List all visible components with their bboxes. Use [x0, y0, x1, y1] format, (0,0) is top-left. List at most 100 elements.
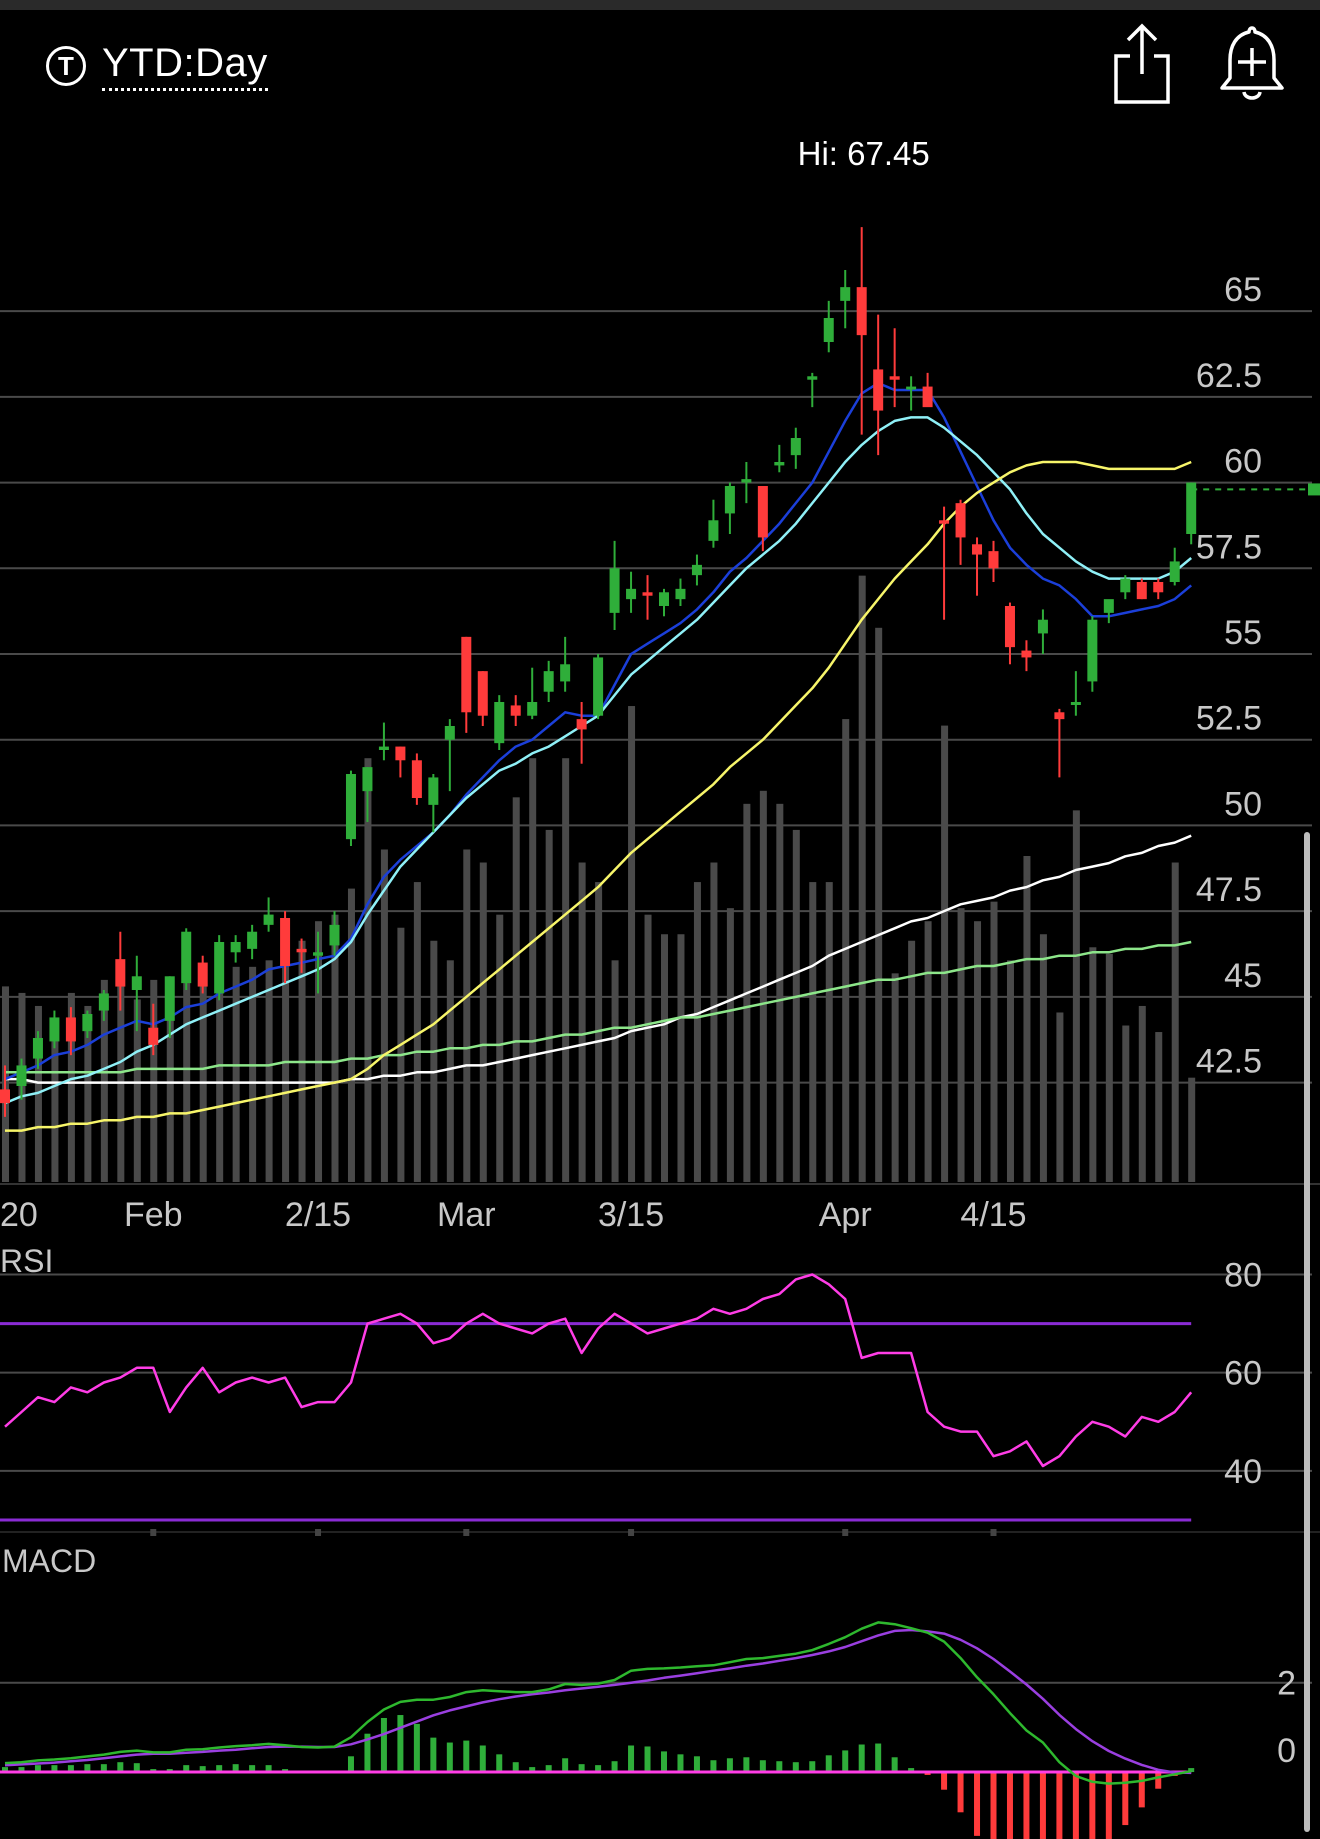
volume-bar [265, 960, 273, 1182]
macd-histogram-bar [1056, 1772, 1063, 1839]
volume-bar [858, 575, 866, 1182]
volume-bar [150, 979, 158, 1182]
status-divider [0, 0, 1320, 10]
volume-bar [578, 862, 586, 1182]
moving-average-line [5, 940, 1192, 1074]
candle-body [263, 914, 274, 925]
candle-body [49, 1017, 60, 1042]
volume-bar [347, 888, 355, 1182]
volume-bar [331, 914, 339, 1182]
volume-bar [1188, 1077, 1196, 1182]
candle-body [593, 657, 604, 716]
bell-plus-icon [1220, 26, 1284, 100]
macd-histogram-bar [529, 1767, 536, 1773]
macd-histogram-bar [957, 1772, 964, 1813]
macd-histogram-bar [677, 1754, 684, 1773]
price-tick-label: 45 [1224, 957, 1262, 995]
volume-bar [100, 979, 108, 1182]
macd-histogram-bar [1039, 1772, 1046, 1839]
volume-bar [529, 758, 537, 1182]
volume-bar [842, 719, 850, 1182]
candle-body [1153, 582, 1164, 593]
macd-histogram-bar [1105, 1772, 1112, 1839]
macd-histogram-bar [1138, 1772, 1145, 1808]
top-toolbar: T YTD:Day [0, 0, 1320, 110]
candle-body [1186, 482, 1197, 534]
macd-histogram-bar [759, 1760, 766, 1773]
volume-bar [413, 882, 421, 1182]
x-axis-tick-mark [150, 1529, 157, 1536]
macd-histogram-bar [941, 1772, 948, 1790]
macd-tick-label: 0 [1277, 1732, 1296, 1770]
macd-tick-label: 2 [1277, 1665, 1296, 1703]
volume-bar [809, 882, 817, 1182]
candle-body [972, 544, 983, 555]
candle-body [477, 671, 488, 716]
macd-histogram-bar [628, 1745, 635, 1773]
volume-bar [67, 992, 75, 1182]
share-icon [1114, 23, 1170, 104]
macd-histogram-bar [100, 1764, 107, 1773]
candle-body [1087, 619, 1098, 682]
volume-bar [1122, 1025, 1130, 1182]
period-selector-button[interactable]: T YTD:Day [46, 38, 268, 94]
volume-bar [1006, 960, 1014, 1182]
volume-bar [710, 862, 718, 1182]
candle-body [181, 931, 192, 984]
volume-bar [430, 940, 438, 1182]
add-alert-button[interactable] [1218, 22, 1286, 106]
candle-body [329, 924, 340, 946]
candle-body [1004, 606, 1015, 648]
candle-body [939, 520, 950, 524]
candle-body [675, 588, 686, 600]
candle-body [16, 1065, 27, 1086]
macd-histogram-bar [710, 1760, 717, 1773]
candle-body [724, 486, 735, 514]
share-button[interactable] [1110, 22, 1174, 106]
macd-histogram-bar [661, 1751, 667, 1773]
candle-body [1054, 712, 1065, 720]
volume-bar [1039, 934, 1047, 1182]
macd-signal-line [4, 1628, 1192, 1775]
volume-bar [726, 908, 734, 1182]
candle-body [395, 746, 406, 761]
macd-histogram-bar [479, 1745, 486, 1773]
volume-bar [1072, 810, 1080, 1182]
price-tick-label: 62.5 [1196, 357, 1262, 395]
x-axis-date-label: Feb [124, 1196, 183, 1234]
macd-histogram-bar [809, 1761, 816, 1773]
volume-bar [1171, 862, 1179, 1182]
candle-body [411, 760, 422, 798]
candle-body [1070, 702, 1081, 705]
volume-bar [183, 973, 191, 1182]
price-tick-label: 65 [1224, 271, 1262, 309]
rsi-panel-label: RSI [0, 1243, 53, 1279]
macd-histogram-bar [578, 1764, 585, 1773]
ticker-type-icon: T [46, 46, 86, 86]
volume-bar [1138, 1005, 1146, 1182]
volume-bar [677, 934, 685, 1182]
macd-histogram-bar [842, 1750, 849, 1773]
chart-area[interactable]: 42.5 45 47.5 50 52.5 55 57.5 60 62.5 65 Hi: 67.45 2… [0, 110, 1320, 1839]
volume-bar [479, 862, 487, 1182]
volume-bar [512, 797, 520, 1182]
candle-body [1103, 599, 1114, 613]
volume-bar [51, 1025, 59, 1182]
candle-body [1120, 578, 1131, 593]
macd-histogram-bar [974, 1772, 981, 1836]
macd-histogram-bar [562, 1758, 569, 1773]
candle-body [774, 462, 785, 466]
candle-body [510, 705, 521, 716]
volume-bar [249, 966, 257, 1182]
candle-body [115, 959, 126, 987]
candle-body [626, 588, 637, 600]
volume-bar [446, 960, 454, 1182]
macd-line [4, 1621, 1192, 1785]
scrollbar[interactable] [1304, 832, 1310, 1832]
x-axis-date-label: Mar [437, 1196, 496, 1234]
macd-histogram-bar [347, 1756, 354, 1773]
candle-body [790, 438, 801, 456]
candle-body [1037, 619, 1048, 634]
macd-histogram-bar [84, 1764, 91, 1773]
volume-bar [315, 921, 323, 1182]
